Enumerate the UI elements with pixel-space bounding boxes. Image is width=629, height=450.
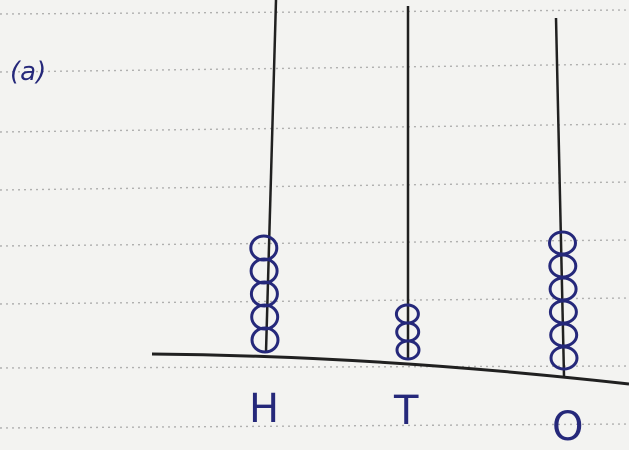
- beads-h: [249, 234, 280, 354]
- abacus-bead: [394, 303, 420, 325]
- abacus-bead: [548, 230, 577, 256]
- rod-label-h: H: [249, 386, 279, 432]
- abacus-rod-o: [554, 17, 566, 377]
- ruled-lines: [0, 9, 629, 429]
- abacus-bead: [250, 303, 280, 331]
- rod-label-o: O: [552, 404, 583, 450]
- abacus-bead: [249, 234, 279, 262]
- abacus-bead: [249, 257, 279, 285]
- abacus-bead: [249, 280, 279, 308]
- beads-o: [548, 230, 579, 371]
- beads-t: [394, 303, 421, 361]
- abacus-rod-h: [264, 0, 278, 353]
- abacus-base: [151, 352, 629, 386]
- rod-label-t: T: [393, 388, 419, 434]
- question-label: (a): [10, 57, 46, 87]
